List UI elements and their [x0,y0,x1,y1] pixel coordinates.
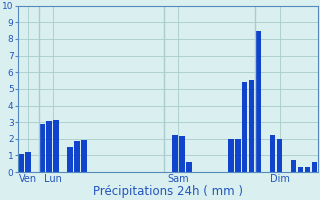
Bar [81,140,87,172]
Bar [172,135,178,172]
Bar [305,167,310,172]
Bar [291,160,296,172]
Bar [242,82,247,172]
Bar [235,139,241,172]
Bar [53,120,59,172]
Bar [67,147,73,172]
Bar [74,141,80,172]
Bar [249,80,254,172]
X-axis label: Précipitations 24h ( mm ): Précipitations 24h ( mm ) [93,185,243,198]
Bar [179,136,185,172]
Bar [46,121,52,172]
Bar [270,135,276,172]
Bar [298,167,303,172]
Bar [228,139,234,172]
Bar [39,124,45,172]
Bar [186,162,192,172]
Bar [18,154,24,172]
Bar [312,162,317,172]
Bar [277,139,282,172]
Bar [25,152,31,172]
Bar [256,31,261,172]
